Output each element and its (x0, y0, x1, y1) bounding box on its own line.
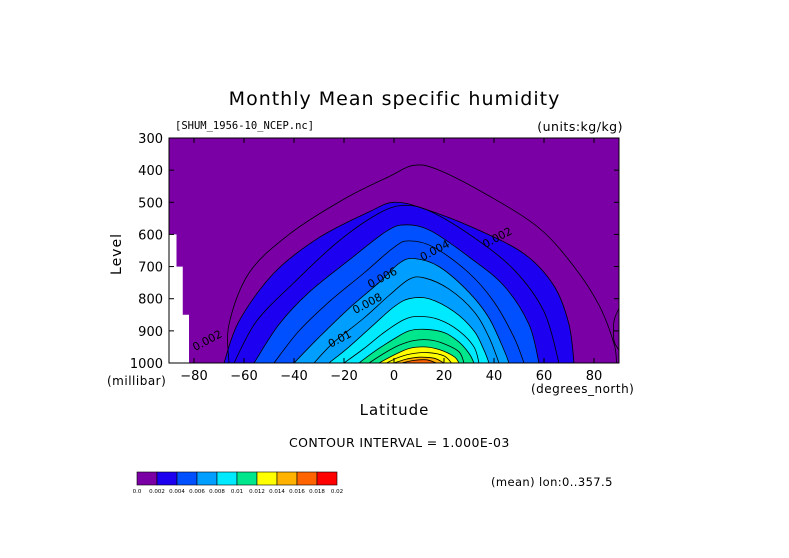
chart-subtitle: [SHUM_1956-10_NCEP.nc] (175, 120, 315, 132)
colorbar-swatch (236, 471, 258, 486)
colorbar-label: 0.014 (269, 489, 285, 495)
x-axis-unit: (degrees_north) (531, 382, 635, 396)
x-tick-label: 0 (390, 369, 398, 384)
contour-line (293, 257, 510, 363)
colorbar-swatch (256, 471, 278, 486)
x-tick-label: 40 (486, 369, 503, 384)
colorbar-label: 0.008 (209, 489, 225, 495)
contour-line (368, 339, 465, 363)
y-tick-label: 1000 (130, 357, 163, 372)
contour-line (358, 328, 475, 363)
contour-line (223, 201, 575, 363)
x-axis-label: Latitude (359, 401, 430, 419)
contour-line (378, 346, 460, 363)
colorbar-label: 0.012 (249, 489, 265, 495)
contour-lines (223, 164, 619, 363)
contour-line (253, 224, 540, 363)
x-tick-label: −60 (230, 369, 257, 384)
y-tick-label: 300 (138, 132, 163, 147)
contour-line (313, 276, 500, 363)
y-tick-label: 400 (138, 164, 163, 179)
colorbar-label: 0.018 (309, 489, 325, 495)
axes: 300 400 500 600 700 800 900 1000 −80 −60 −40 −20 0 20… (130, 132, 619, 384)
x-tick-label: 80 (586, 369, 603, 384)
colorbar-swatch (196, 471, 218, 486)
colorbar-swatch (136, 471, 158, 486)
y-axis-unit: (millibar) (107, 374, 167, 388)
contour-fill-band (401, 359, 437, 363)
contour-line (393, 356, 445, 363)
contour-interval-label: CONTOUR INTERVAL = 1.000E-03 (289, 435, 510, 450)
chart-title: Monthly Mean specific humidity (228, 88, 561, 110)
y-tick-label: 500 (138, 196, 163, 211)
contour-line (386, 352, 452, 363)
x-tick-label: −40 (280, 369, 307, 384)
colorbar-label: 0.004 (169, 489, 185, 495)
colorbar-label: 0.02 (331, 489, 343, 495)
colorbar-label: 0.006 (189, 489, 205, 495)
colorbar-label: 0.0 (133, 489, 142, 495)
mean-note-label: (mean) lon:0..357.5 (491, 475, 613, 489)
x-tick-label: 60 (536, 369, 553, 384)
colorbar-label: 0.002 (149, 489, 165, 495)
units-label: (units:kg/kg) (537, 119, 623, 134)
colorbar-label: 0.016 (289, 489, 305, 495)
colorbar-swatch (216, 471, 238, 486)
colorbar-swatch (276, 471, 298, 486)
colorbar: 0.0 0.002 0.004 0.006 0.008 0.01 0.012 0.014 0.0… (133, 471, 343, 495)
contour-line (227, 164, 617, 363)
colorbar-label: 0.01 (231, 489, 243, 495)
y-tick-label: 900 (138, 325, 163, 340)
y-tick-label: 800 (138, 293, 163, 308)
colorbar-swatch (176, 471, 198, 486)
contour-line (233, 205, 560, 363)
contour-line (401, 359, 437, 363)
y-tick-label: 700 (138, 261, 163, 276)
x-tick-label: 20 (436, 369, 453, 384)
contour-line (273, 240, 525, 363)
colorbar-swatch (316, 471, 338, 486)
colorbar-swatch (156, 471, 178, 486)
x-tick-label: −80 (180, 369, 207, 384)
y-tick-label: 600 (138, 228, 163, 243)
contour-line (328, 297, 490, 363)
colorbar-swatch (296, 471, 318, 486)
contour-line (613, 308, 619, 351)
x-tick-label: −20 (330, 369, 357, 384)
contour-line (343, 315, 480, 363)
